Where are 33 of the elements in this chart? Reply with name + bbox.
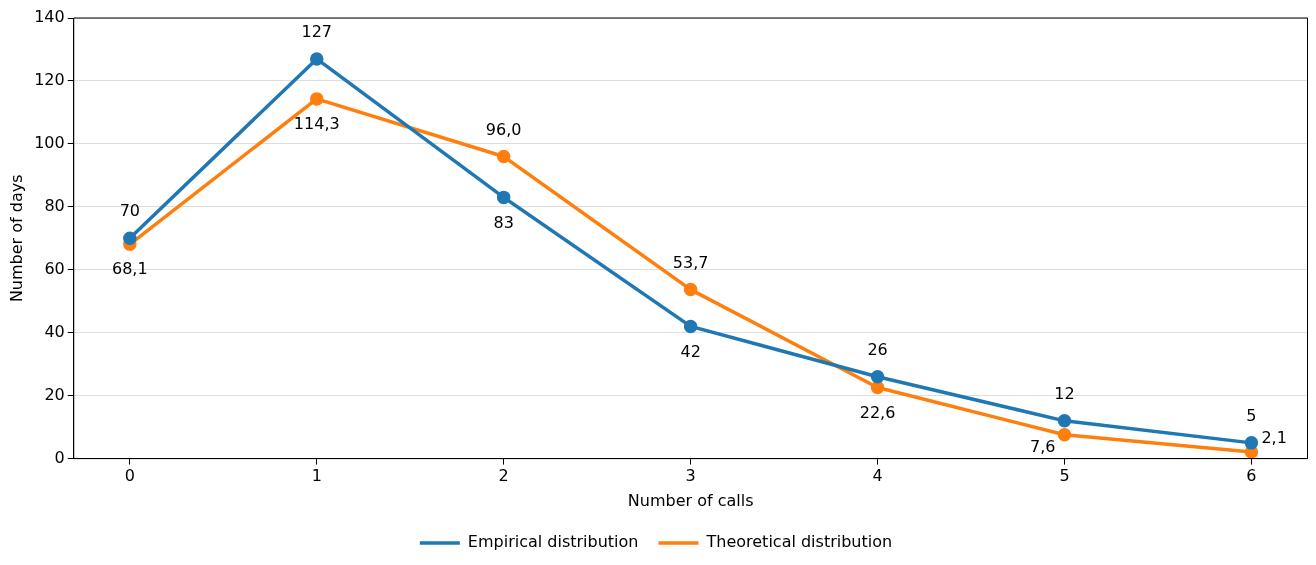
- x-axis-title: Number of calls: [627, 490, 754, 510]
- data-label: 53,7: [672, 252, 709, 272]
- legend-label: Empirical distribution: [467, 532, 639, 552]
- data-label: 83: [493, 212, 514, 232]
- y-tick-label: 140: [34, 7, 65, 27]
- legend-label: Theoretical distribution: [705, 532, 893, 552]
- x-tick-label: 6: [1246, 466, 1257, 486]
- y-tick-label: 0: [54, 447, 65, 467]
- x-tick-label: 2: [498, 466, 509, 486]
- data-label: 68,1: [112, 259, 148, 279]
- x-tick-label: 4: [872, 466, 883, 486]
- data-label: 114,3: [293, 114, 340, 134]
- x-tick-label: 3: [685, 466, 696, 486]
- data-label: 22,6: [859, 402, 896, 422]
- data-label: 42: [680, 341, 701, 361]
- data-label: 5: [1246, 406, 1257, 426]
- y-axis-title: Number of days: [6, 174, 26, 303]
- y-tick-label: 40: [44, 321, 65, 341]
- data-label: 26: [867, 339, 888, 359]
- data-label: 7,6: [1030, 436, 1056, 456]
- y-tick-label: 20: [44, 384, 65, 404]
- data-label: 12: [1054, 383, 1075, 403]
- data-label: 2,1: [1261, 428, 1287, 448]
- x-tick-label: 5: [1059, 466, 1070, 486]
- data-label: 70: [119, 201, 140, 221]
- y-tick-label: 100: [34, 133, 65, 153]
- data-label: 96,0: [485, 119, 522, 139]
- x-tick-label: 0: [124, 466, 135, 486]
- y-tick-label: 60: [44, 258, 65, 278]
- data-label: 127: [301, 22, 333, 42]
- y-tick-label: 120: [34, 70, 65, 90]
- x-tick-label: 1: [311, 466, 322, 486]
- y-tick-label: 80: [44, 195, 65, 215]
